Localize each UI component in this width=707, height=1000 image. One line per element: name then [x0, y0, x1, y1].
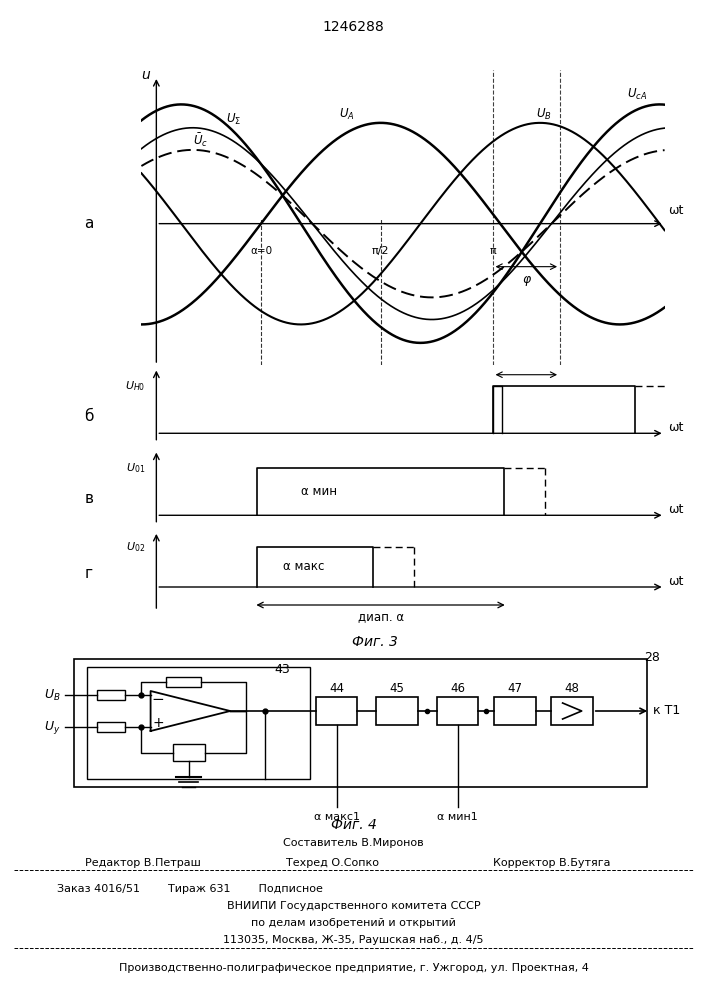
Bar: [316, 697, 358, 725]
Text: 44: 44: [329, 682, 344, 695]
Bar: [87, 667, 310, 779]
Text: Корректор В.Бутяга: Корректор В.Бутяга: [493, 858, 610, 868]
Bar: [494, 697, 536, 725]
Text: 48: 48: [565, 682, 580, 695]
Text: π/2: π/2: [372, 246, 390, 256]
Text: ωt: ωt: [668, 421, 684, 434]
Bar: [96, 722, 125, 732]
Bar: [167, 677, 201, 687]
Text: б: б: [84, 409, 94, 424]
Text: α макс: α макс: [284, 560, 325, 574]
Text: ωt: ωt: [668, 205, 684, 218]
Text: $U_{cA}$: $U_{cA}$: [627, 87, 648, 102]
Bar: [96, 690, 125, 700]
Text: α мин: α мин: [301, 485, 337, 498]
Text: Заказ 4016/51        Тираж 631        Подписное: Заказ 4016/51 Тираж 631 Подписное: [57, 884, 322, 894]
Text: $U_B$: $U_B$: [536, 107, 551, 122]
Text: Фиг. 4: Фиг. 4: [331, 818, 376, 832]
Text: $U_y$: $U_y$: [44, 718, 60, 736]
Text: 28: 28: [644, 651, 660, 664]
Text: 47: 47: [508, 682, 522, 695]
Text: в: в: [85, 491, 93, 506]
Text: $U_{H0}$: $U_{H0}$: [124, 380, 145, 393]
Text: $\bar{U}_c$: $\bar{U}_c$: [192, 132, 208, 149]
Text: Фиг. 3: Фиг. 3: [352, 635, 397, 649]
Bar: [437, 697, 479, 725]
Text: 43: 43: [275, 663, 291, 676]
Text: $U_B$: $U_B$: [44, 687, 60, 703]
Text: по делам изобретений и открытий: по делам изобретений и открытий: [251, 918, 456, 928]
Bar: [377, 697, 418, 725]
Text: Составитель В.Миронов: Составитель В.Миронов: [284, 838, 423, 848]
Text: +: +: [153, 716, 164, 730]
Text: а: а: [84, 216, 94, 231]
Text: u: u: [141, 68, 149, 82]
Text: ВНИИПИ Государственного комитета СССР: ВНИИПИ Государственного комитета СССР: [227, 901, 480, 911]
Bar: [74, 659, 647, 787]
Text: α мин1: α мин1: [437, 812, 478, 822]
Text: 46: 46: [450, 682, 465, 695]
Text: $U_{01}$: $U_{01}$: [126, 462, 145, 475]
Text: φ: φ: [522, 273, 530, 286]
Text: −: −: [152, 692, 165, 706]
Text: 45: 45: [390, 682, 404, 695]
Text: диап. α: диап. α: [358, 611, 404, 624]
Text: Производственно-полиграфическое предприятие, г. Ужгород, ул. Проектная, 4: Производственно-полиграфическое предприя…: [119, 963, 588, 973]
Text: α=0: α=0: [250, 246, 272, 256]
Text: $U_{\Sigma}$: $U_{\Sigma}$: [226, 112, 241, 127]
Bar: [551, 697, 593, 725]
Text: к Т1: к Т1: [653, 704, 681, 718]
Text: г: г: [85, 566, 93, 580]
Text: ωt: ωt: [668, 575, 684, 588]
Text: $U_A$: $U_A$: [339, 107, 355, 122]
Text: $U_{02}$: $U_{02}$: [126, 540, 145, 554]
Text: ωt: ωt: [668, 503, 684, 516]
Text: Техред О.Сопко: Техред О.Сопко: [286, 858, 379, 868]
Text: Редактор В.Петраш: Редактор В.Петраш: [85, 858, 201, 868]
Text: α макс1: α макс1: [314, 812, 360, 822]
Text: 113035, Москва, Ж-35, Раушская наб., д. 4/5: 113035, Москва, Ж-35, Раушская наб., д. …: [223, 935, 484, 945]
Text: 1246288: 1246288: [322, 20, 385, 34]
Bar: [173, 744, 205, 761]
Text: π: π: [489, 246, 496, 256]
